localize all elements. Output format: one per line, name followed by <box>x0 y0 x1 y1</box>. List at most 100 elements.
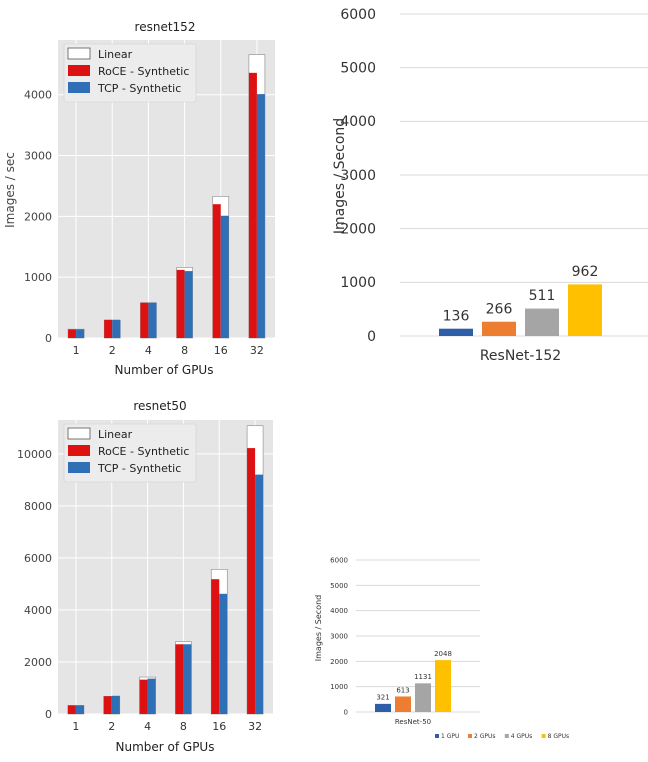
bar-tcp <box>184 271 193 338</box>
bar-roce <box>103 696 112 714</box>
x-tick-label: 32 <box>248 720 262 733</box>
x-tick-label: 8 <box>181 344 188 357</box>
data-label: 962 <box>572 264 599 280</box>
resnet152-throughput-chart: Images / Second 0 1000 2000 3000 4000 5000 600… <box>322 0 648 385</box>
x-tick-label: 2 <box>108 720 115 733</box>
legend-box <box>63 43 197 103</box>
data-label: 2048 <box>434 650 452 658</box>
data-label: 266 <box>486 301 513 317</box>
y-tick-label: 0 <box>367 329 376 345</box>
bar-roce <box>211 579 220 714</box>
bar-tcp <box>255 474 264 714</box>
legend-swatch <box>67 47 91 60</box>
bar-roce <box>176 269 185 338</box>
y-tick-label: 0 <box>45 332 52 345</box>
bar-roce <box>247 448 256 714</box>
resnet152-chart-svg: resnet152 Images / sec Number of GPUs 0 1… <box>3 20 275 377</box>
legend-label: 1 GPU <box>441 733 459 740</box>
x-tick-label: 4 <box>145 344 152 357</box>
bar-roce <box>248 72 257 338</box>
y-tick-label: 1000 <box>24 271 52 284</box>
bar-roce <box>175 644 184 714</box>
y-tick-label: 2000 <box>24 656 52 669</box>
bar-roce <box>104 319 113 338</box>
chart-title: resnet152 <box>135 20 196 34</box>
x-tick-label: 32 <box>250 344 264 357</box>
data-label: 321 <box>376 694 389 702</box>
y-tick-label: 0 <box>344 708 348 716</box>
bar-roce <box>68 329 77 338</box>
x-tick-label: 1 <box>73 344 80 357</box>
y-tick-label: 2000 <box>340 222 376 238</box>
bar-tcp <box>183 644 192 714</box>
y-tick-label: 4000 <box>24 604 52 617</box>
resnet152-throughput-svg: Images / Second 0 1000 2000 3000 4000 5000 600… <box>332 7 648 364</box>
y-tick-label: 6000 <box>330 556 348 564</box>
legend-label: TCP - Synthetic <box>97 462 181 475</box>
bar-tcp <box>75 705 84 714</box>
resnet50-scaling-chart: resnet50 Number of GPUs 0 2000 4000 6000 800… <box>0 390 285 758</box>
resnet50-chart-svg: resnet50 Number of GPUs 0 2000 4000 6000 800… <box>17 399 273 754</box>
data-label: 136 <box>443 308 470 324</box>
y-axis-label: Images / Second <box>332 118 348 234</box>
bar-4-gpus <box>415 683 431 712</box>
x-tick-label: 2 <box>109 344 116 357</box>
legend-label: RoCE - Synthetic <box>98 65 189 78</box>
y-axis-label: Images / Second <box>314 595 323 661</box>
bar-tcp <box>111 695 120 714</box>
legend-swatch <box>68 445 90 456</box>
bar-tcp <box>256 94 265 339</box>
bar-roce <box>67 705 76 714</box>
legend-label: RoCE - Synthetic <box>98 445 189 458</box>
y-tick-label: 3000 <box>330 632 348 640</box>
y-tick-label: 3000 <box>24 150 52 163</box>
y-tick-label: 2000 <box>24 210 52 223</box>
y-tick-label: 10000 <box>17 448 52 461</box>
bar-roce <box>212 204 221 338</box>
legend-box <box>63 423 197 483</box>
y-tick-label: 1000 <box>340 275 376 291</box>
legend-swatch <box>68 65 90 76</box>
legend-swatch <box>504 734 509 738</box>
x-axis-label: Number of GPUs <box>115 363 214 377</box>
legend-label: 8 GPUs <box>548 733 570 740</box>
legend-swatch <box>541 734 546 738</box>
bar-2-gpus <box>482 321 516 336</box>
legend-swatch <box>468 734 472 738</box>
y-tick-label: 6000 <box>24 552 52 565</box>
legend-swatch <box>68 82 90 93</box>
resnet152-scaling-chart: resnet152 Images / sec Number of GPUs 0 1… <box>0 0 285 385</box>
legend-swatch <box>68 462 90 473</box>
y-tick-label: 3000 <box>340 168 376 184</box>
x-axis-label: Number of GPUs <box>116 740 215 754</box>
bar-roce <box>139 679 148 714</box>
x-tick-label: 16 <box>212 720 226 733</box>
bar-tcp <box>148 302 157 338</box>
category-label: ResNet-50 <box>395 718 431 726</box>
resnet50-throughput-chart: Images / Second 0 1000 2000 3000 4000 5000 600… <box>305 548 595 748</box>
y-tick-label: 0 <box>45 708 52 721</box>
bar-tcp <box>219 593 228 714</box>
y-tick-label: 4000 <box>340 114 376 130</box>
bar-tcp <box>147 678 156 714</box>
bar-8-gpus <box>435 660 451 712</box>
bar-8-gpus <box>568 284 602 336</box>
y-tick-label: 5000 <box>340 61 376 77</box>
y-tick-label: 5000 <box>330 582 348 590</box>
legend-swatch <box>67 427 91 440</box>
y-axis-label: Images / sec <box>3 152 17 228</box>
legend-label: Linear <box>98 48 133 61</box>
x-tick-label: 8 <box>180 720 187 733</box>
resnet50-throughput-svg: Images / Second 0 1000 2000 3000 4000 5000 600… <box>314 556 570 740</box>
bar-tcp <box>112 319 121 338</box>
legend-label: 2 GPUs <box>474 733 496 740</box>
bar-roce <box>140 302 149 338</box>
bar-1-gpu <box>375 703 391 712</box>
y-tick-label: 2000 <box>330 658 348 666</box>
data-label: 511 <box>529 288 556 304</box>
y-tick-label: 4000 <box>24 89 52 102</box>
legend-swatch <box>435 734 439 738</box>
bar-2-gpus <box>395 696 411 712</box>
legend-label: Linear <box>98 428 133 441</box>
bar-tcp <box>220 215 229 338</box>
